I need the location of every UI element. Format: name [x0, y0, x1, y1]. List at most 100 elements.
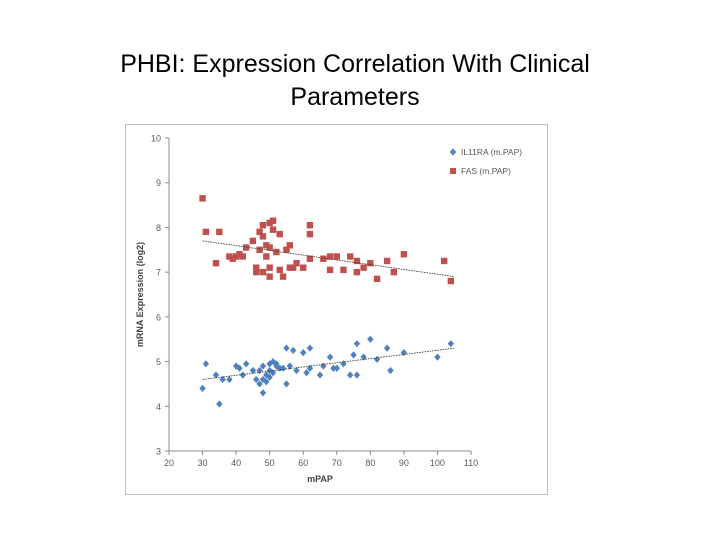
fas-point — [279, 273, 287, 280]
fas-point — [259, 233, 267, 240]
y-axis-label: mRNA Expression (log2) — [135, 242, 145, 347]
fas-point — [236, 251, 243, 258]
fas-point — [266, 244, 273, 251]
fas-point — [390, 268, 398, 276]
il11ra-point — [259, 362, 267, 370]
il11ra-point — [249, 366, 257, 375]
il11ra-point — [279, 364, 287, 372]
il11ra-point — [350, 351, 357, 359]
fas-point — [306, 221, 314, 229]
il11ra-point — [199, 384, 206, 392]
fas-point — [440, 257, 448, 265]
il11ra-point — [387, 366, 394, 375]
legend-fas-marker — [450, 168, 456, 174]
fas-point — [212, 260, 220, 267]
y-tick-label: 6 — [156, 312, 161, 322]
x-tick-label: 90 — [399, 458, 409, 468]
fas-point — [353, 257, 361, 265]
fas-point — [306, 255, 314, 262]
il11ra-point — [326, 353, 334, 361]
fas-point — [263, 242, 270, 249]
il11ra-point — [239, 371, 247, 379]
slide-title: PHBI: Expression Correlation With Clinic… — [60, 48, 650, 114]
fas-point — [269, 226, 277, 233]
x-tick-label: 20 — [164, 458, 174, 468]
il11ra-point — [347, 371, 354, 379]
fas-point — [320, 255, 327, 262]
il11ra-point — [286, 362, 293, 370]
il11ra-point — [373, 355, 381, 363]
fas-point — [202, 228, 210, 236]
legend-il11ra-label: IL11RA (m.PAP) — [461, 147, 522, 157]
fas-point — [333, 253, 340, 260]
fas-point — [259, 221, 267, 229]
il11ra-point — [202, 360, 210, 368]
il11ra-point — [263, 378, 270, 386]
y-tick-label: 5 — [156, 357, 161, 367]
fas-point — [286, 264, 293, 271]
il11ra-point — [330, 364, 337, 372]
il11ra-point — [434, 353, 441, 361]
x-tick-label: 60 — [298, 458, 308, 468]
fas-point — [216, 228, 223, 236]
il11ra-point — [289, 346, 297, 354]
x-tick-label: 70 — [332, 458, 342, 468]
il11ra-point — [266, 366, 273, 375]
x-axis-label: mPAP — [307, 474, 333, 484]
il11ra-point — [266, 373, 273, 381]
fas-point — [232, 253, 240, 260]
il11ra-point — [269, 369, 277, 377]
y-tick-label: 8 — [156, 223, 161, 233]
il11ra-point — [300, 349, 307, 357]
il11ra-point — [353, 371, 361, 379]
fas-point — [239, 253, 247, 260]
fas-point — [256, 246, 263, 253]
fas-point — [269, 217, 277, 224]
il11ra-point — [353, 340, 361, 348]
legend-fas-label: FAS (m.PAP) — [461, 166, 511, 176]
il11ra-point — [276, 364, 283, 372]
il11ra-point — [256, 366, 263, 375]
y-tick-label: 10 — [151, 134, 161, 144]
x-tick-label: 80 — [365, 458, 375, 468]
il11ra-point — [316, 371, 324, 379]
fas-point — [289, 264, 297, 271]
il11ra-point — [283, 344, 290, 352]
fas-trendline — [202, 240, 455, 278]
fas-point — [353, 268, 361, 276]
fas-point — [249, 237, 257, 245]
il11ra-point — [242, 360, 250, 368]
fas-point — [283, 246, 290, 253]
fas-point — [266, 264, 273, 271]
fas-point — [266, 273, 273, 280]
fas-point — [340, 266, 347, 274]
fas-point — [367, 260, 374, 267]
fas-point — [347, 253, 354, 260]
il11ra-point — [283, 380, 290, 388]
slide-title-line-1: PHBI: Expression Correlation With Clinic… — [120, 50, 590, 78]
fas-point — [383, 257, 391, 265]
fas-point — [266, 219, 273, 227]
il11ra-point — [447, 340, 455, 348]
fas-point — [263, 253, 270, 260]
fas-point — [400, 251, 408, 258]
x-tick-label: 110 — [464, 458, 478, 468]
fas-point — [229, 255, 236, 262]
il11ra-trendline — [202, 347, 455, 380]
fas-point — [326, 266, 334, 274]
fas-point — [306, 230, 314, 238]
fas-point — [256, 228, 263, 236]
fas-point — [259, 268, 267, 276]
il11ra-point — [320, 362, 327, 370]
il11ra-point — [259, 389, 267, 397]
y-tick-label: 4 — [156, 402, 161, 412]
y-tick-label: 3 — [156, 447, 161, 457]
il11ra-point — [253, 375, 260, 384]
il11ra-point — [383, 344, 391, 352]
fas-point — [373, 275, 381, 283]
x-tick-label: 50 — [265, 458, 275, 468]
legend-il11ra-marker — [449, 148, 457, 156]
fas-point — [273, 248, 280, 256]
il11ra-point — [226, 375, 233, 384]
il11ra-point — [293, 366, 300, 375]
